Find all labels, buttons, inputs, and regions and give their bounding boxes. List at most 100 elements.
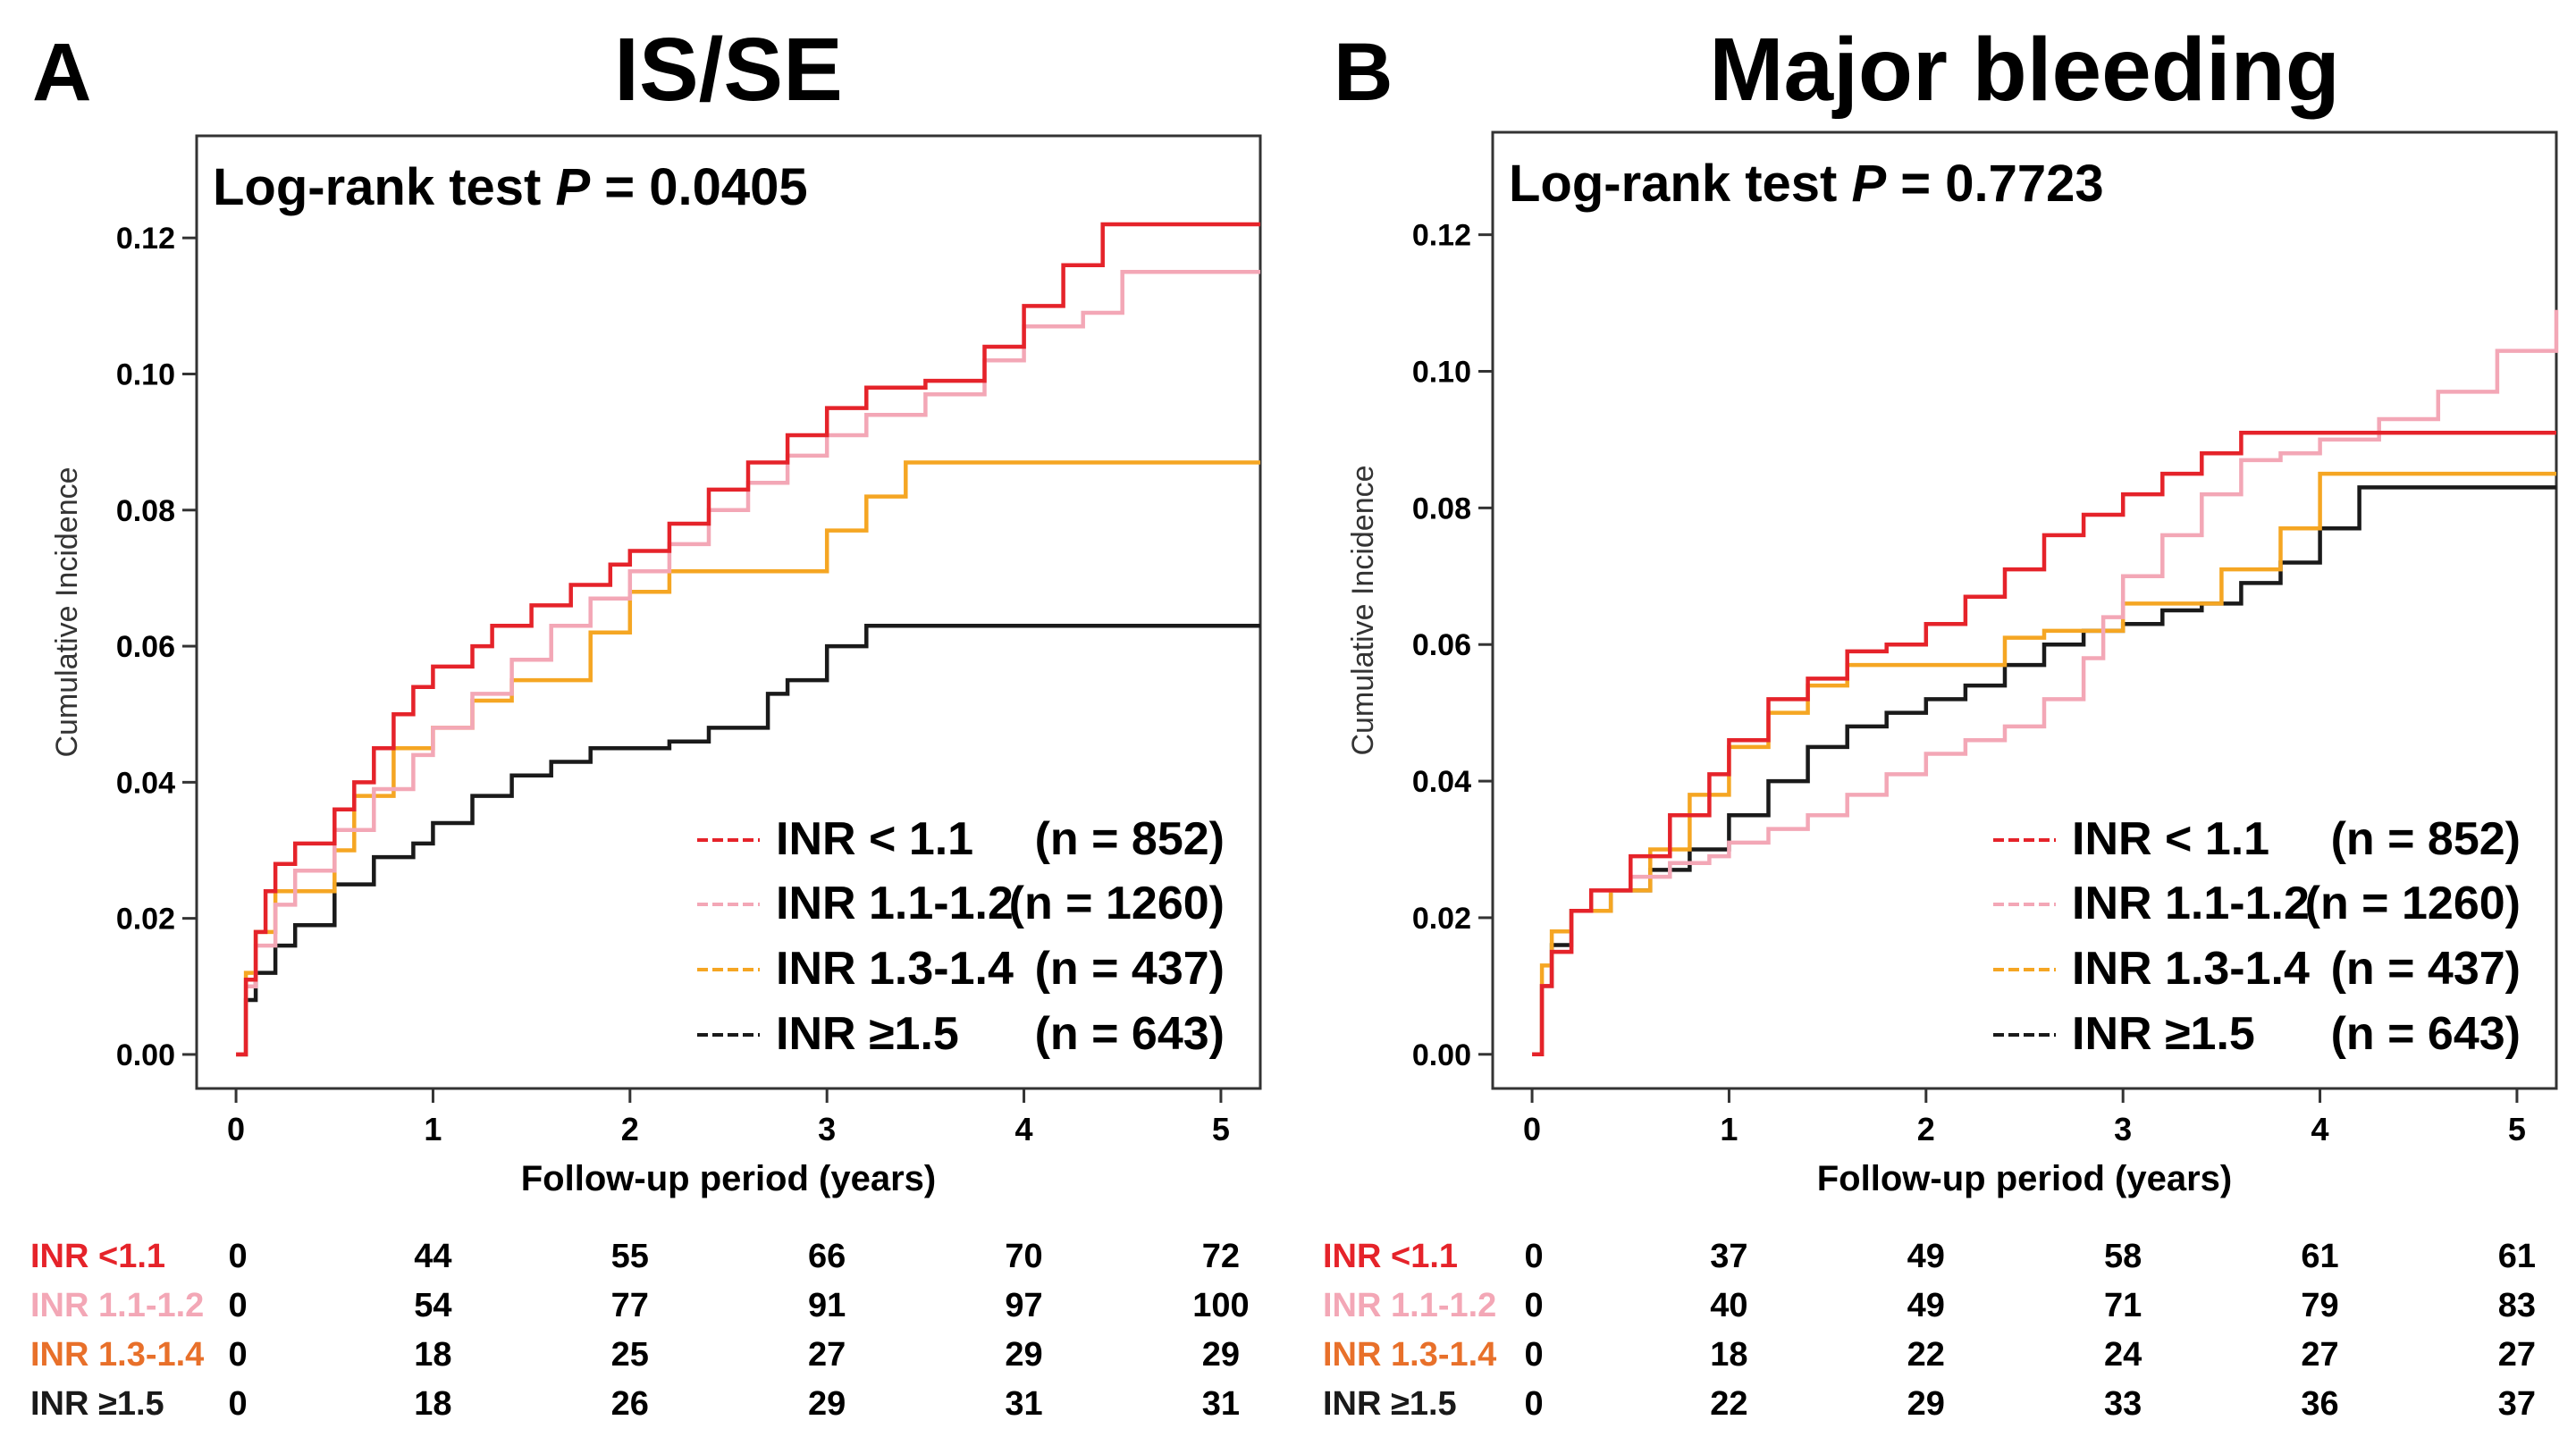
panel-b: B Major bleeding Log-rank test P = 0.7723 0… — [1323, 20, 2559, 1423]
y-tick-label: 0.10 — [116, 358, 175, 392]
series-line-3 — [236, 623, 1260, 1057]
legend: INR < 1.1 (n = 852) INR 1.1-1.2(n = 1260) I… — [697, 813, 1225, 1060]
x-tick-label: 5 — [1212, 1111, 1230, 1147]
risk-value: 29 — [1907, 1385, 1945, 1423]
risk-row-label: INR ≥1.5 — [30, 1385, 164, 1423]
legend-series-n: (n = 643) — [1035, 1008, 1225, 1060]
risk-table: INR <1.1 0 37 49 58 61 61 INR 1.1-1.2 0 40 49 71 79 8… — [1323, 1238, 2536, 1423]
risk-value: 79 — [2301, 1287, 2338, 1324]
risk-row-label: INR <1.1 — [30, 1238, 165, 1275]
risk-value: 0 — [1525, 1287, 1544, 1324]
risk-value: 0 — [229, 1385, 248, 1423]
risk-value: 37 — [2498, 1385, 2536, 1423]
risk-value: 61 — [2301, 1238, 2338, 1275]
risk-value: 18 — [414, 1385, 451, 1423]
logrank-p-symbol: P — [556, 158, 591, 216]
logrank-p-value: = 0.7723 — [1886, 155, 2104, 213]
x-axis-label: Follow-up period (years) — [1817, 1159, 2232, 1198]
x-tick-label: 0 — [1523, 1111, 1541, 1147]
risk-value: 31 — [1005, 1385, 1042, 1423]
plot-frame — [195, 134, 1262, 1090]
risk-value: 70 — [1005, 1238, 1042, 1275]
y-tick-label: 0.08 — [1412, 492, 1471, 525]
panel-letter: B — [1334, 27, 1393, 118]
logrank-p-value: = 0.0405 — [590, 158, 808, 216]
risk-value: 27 — [808, 1336, 846, 1374]
risk-value: 27 — [2498, 1336, 2536, 1374]
legend-series-n: (n = 852) — [2331, 813, 2521, 865]
risk-value: 49 — [1907, 1287, 1945, 1324]
risk-row-label: INR 1.3-1.4 — [30, 1336, 204, 1374]
legend-series-name: INR < 1.1 — [2072, 813, 2269, 865]
legend-series-n: (n = 1260) — [2305, 878, 2521, 929]
y-tick-label: 0.04 — [116, 766, 175, 800]
risk-value: 55 — [611, 1238, 649, 1275]
logrank-p-symbol: P — [1852, 155, 1887, 213]
risk-row-label: INR ≥1.5 — [1323, 1385, 1457, 1423]
risk-value: 22 — [1710, 1385, 1747, 1423]
y-tick-label: 0.04 — [1412, 765, 1471, 799]
risk-value: 31 — [1202, 1385, 1240, 1423]
legend-series-name: INR 1.3-1.4 — [2072, 943, 2310, 995]
legend-series-n: (n = 852) — [1035, 813, 1225, 865]
panel-letter: A — [32, 27, 91, 118]
series-line-0 — [236, 222, 1260, 1057]
x-tick-label: 3 — [818, 1111, 836, 1147]
y-tick-label: 0.12 — [1412, 219, 1471, 253]
legend: INR < 1.1 (n = 852) INR 1.1-1.2(n = 1260) I… — [1993, 813, 2521, 1060]
y-tick-label: 0.02 — [116, 903, 175, 937]
risk-value: 25 — [611, 1336, 649, 1374]
risk-value: 0 — [1525, 1385, 1544, 1423]
risk-value: 24 — [2104, 1336, 2142, 1374]
risk-row-label: INR 1.1-1.2 — [30, 1287, 204, 1324]
x-tick-label: 0 — [227, 1111, 245, 1147]
risk-value: 49 — [1907, 1238, 1945, 1275]
y-tick-label: 0.10 — [1412, 356, 1471, 390]
legend-series-n: (n = 1260) — [1009, 878, 1225, 929]
risk-value: 100 — [1192, 1287, 1249, 1324]
risk-value: 77 — [611, 1287, 649, 1324]
risk-value: 66 — [808, 1238, 846, 1275]
x-axis-label: Follow-up period (years) — [521, 1159, 936, 1198]
x-tick-label: 2 — [1917, 1111, 1935, 1147]
y-tick-label: 0.00 — [1412, 1038, 1471, 1072]
series-line-0 — [1532, 431, 2556, 1057]
risk-value: 58 — [2104, 1238, 2142, 1275]
risk-value: 44 — [414, 1238, 451, 1275]
x-tick-label: 3 — [2114, 1111, 2132, 1147]
x-tick-label: 1 — [424, 1111, 442, 1147]
logrank-prefix: Log-rank test — [213, 158, 556, 216]
risk-value: 29 — [808, 1385, 846, 1423]
legend-series-name: INR < 1.1 — [776, 813, 973, 865]
y-tick-label: 0.00 — [116, 1038, 175, 1072]
y-tick-label: 0.06 — [1412, 628, 1471, 662]
x-tick-label: 1 — [1720, 1111, 1738, 1147]
x-tick-label: 4 — [1015, 1111, 1033, 1147]
y-tick-label: 0.02 — [1412, 902, 1471, 936]
risk-value: 0 — [1525, 1238, 1544, 1275]
legend-series-n: (n = 643) — [2331, 1008, 2521, 1060]
risk-value: 22 — [1907, 1336, 1945, 1374]
panel-a: A IS/SE Log-rank test P = 0.0405 0.00 0.02 0.… — [30, 20, 1262, 1423]
y-tick-label: 0.12 — [116, 222, 175, 256]
risk-row-label: INR <1.1 — [1323, 1238, 1458, 1275]
risk-value: 26 — [611, 1385, 649, 1423]
risk-value: 33 — [2104, 1385, 2142, 1423]
y-tick-label: 0.08 — [116, 494, 175, 528]
panel-title: IS/SE — [614, 20, 843, 120]
y-axis-label: Cumulative Incidence — [1346, 465, 1380, 755]
risk-value: 40 — [1710, 1287, 1747, 1324]
logrank-annotation: Log-rank test P = 0.7723 — [1509, 155, 2104, 213]
risk-value: 61 — [2498, 1238, 2536, 1275]
risk-row-label: INR 1.3-1.4 — [1323, 1336, 1496, 1374]
plot-frame — [1491, 130, 2558, 1090]
risk-value: 0 — [1525, 1336, 1544, 1374]
x-tick-label: 2 — [621, 1111, 639, 1147]
risk-value: 97 — [1005, 1287, 1042, 1324]
risk-value: 36 — [2301, 1385, 2338, 1423]
risk-value: 0 — [229, 1238, 248, 1275]
y-axis-label: Cumulative Incidence — [50, 466, 84, 757]
risk-value: 29 — [1202, 1336, 1240, 1374]
legend-series-name: INR ≥1.5 — [2072, 1008, 2255, 1060]
